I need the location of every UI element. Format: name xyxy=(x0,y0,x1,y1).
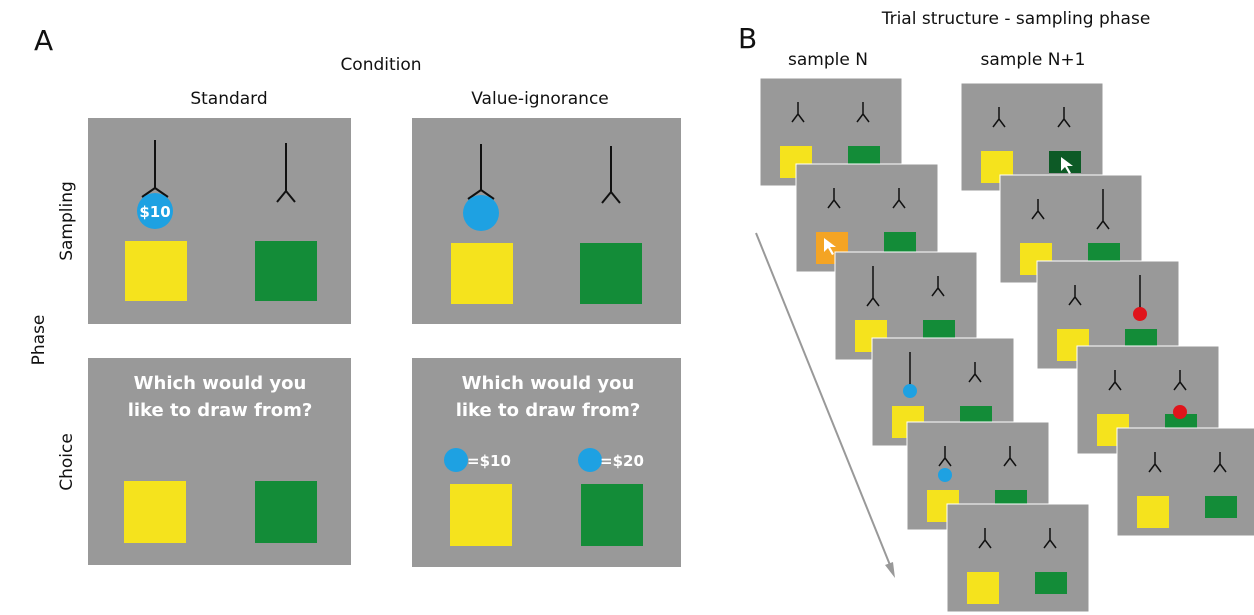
stimulus xyxy=(1057,107,1071,128)
token-value: $10 xyxy=(139,203,170,221)
column-label: Standard xyxy=(190,89,267,109)
stimulus xyxy=(856,102,870,123)
row-label: Sampling xyxy=(57,181,77,261)
stimulus xyxy=(938,446,952,467)
prompt: like to draw from? xyxy=(456,400,641,421)
condition-label: Condition xyxy=(340,55,421,75)
stimulus xyxy=(978,528,992,549)
stimulus xyxy=(1068,285,1082,306)
panel-label: B xyxy=(738,22,757,55)
time-arrow xyxy=(755,232,895,578)
stimulus xyxy=(791,102,805,123)
square xyxy=(967,572,999,604)
stimulus xyxy=(1213,452,1227,473)
square xyxy=(884,232,916,254)
token xyxy=(1173,405,1187,419)
prompt: like to draw from? xyxy=(128,400,313,421)
square xyxy=(1137,496,1169,528)
stimulus xyxy=(892,188,906,209)
value-key: =$10 xyxy=(467,452,511,470)
token xyxy=(903,384,917,398)
cursor xyxy=(824,238,836,255)
screen xyxy=(960,82,1104,192)
screens xyxy=(759,77,1254,613)
token xyxy=(1133,307,1147,321)
panel-label: A xyxy=(34,24,53,57)
value-key: =$20 xyxy=(600,452,644,470)
stimulus xyxy=(931,276,945,297)
square xyxy=(923,320,955,342)
column-label: Value-ignorance xyxy=(471,89,609,109)
stimulus xyxy=(866,266,880,307)
stimulus xyxy=(1096,189,1110,230)
prompt: Which would you xyxy=(462,373,635,394)
square xyxy=(1205,496,1237,518)
stimulus xyxy=(1173,370,1187,391)
column-label: sample N xyxy=(788,50,868,70)
square xyxy=(1035,572,1067,594)
stimulus xyxy=(1003,446,1017,467)
value-ignorance-choice: Which would you like to draw from? =$10 … xyxy=(412,358,681,567)
standard-sampling: $10 xyxy=(88,0,605,324)
phase-label: Phase xyxy=(29,315,49,366)
stimulus xyxy=(1148,452,1162,473)
stimulus xyxy=(968,362,982,383)
stimulus xyxy=(1031,199,1045,220)
standard-choice: Which would you like to draw from? xyxy=(88,358,351,565)
stimulus xyxy=(827,188,841,209)
stimulus xyxy=(992,107,1006,128)
stimulus xyxy=(1043,528,1057,549)
screen xyxy=(946,503,1090,613)
value-ignorance-sampling xyxy=(412,118,681,324)
stimulus xyxy=(1108,370,1122,391)
square xyxy=(1088,243,1120,265)
cursor xyxy=(1061,157,1073,174)
token xyxy=(938,468,952,482)
screen xyxy=(1116,427,1254,537)
prompt: Which would you xyxy=(134,373,307,394)
panel-title: Trial structure - sampling phase xyxy=(881,9,1151,29)
column-label: sample N+1 xyxy=(981,50,1086,70)
row-label: Choice xyxy=(57,433,77,491)
square xyxy=(848,146,880,168)
